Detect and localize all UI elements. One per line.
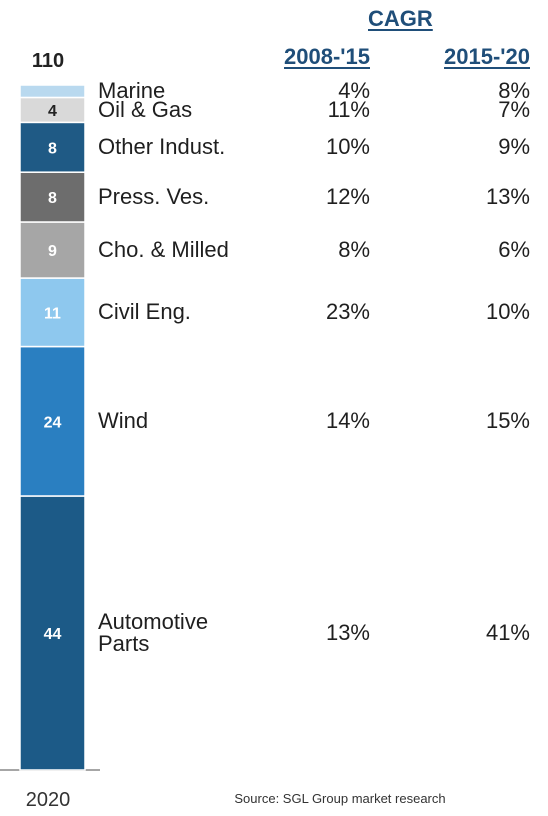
bar-segment [19,495,86,771]
segment-label: 8 [48,140,57,157]
column-header: 2008-'15 [284,44,370,69]
category-label: Cho. & Milled [98,237,229,263]
cagr-value: 23% [325,299,370,325]
source: Source: SGL Group market research [234,791,445,806]
segment-label: 8 [48,190,57,207]
cagr-value: 13% [325,620,370,645]
cagr-value: 8% [498,78,530,104]
cagr-value: 41% [485,620,530,645]
cagr-value: 9% [498,134,530,160]
cagr-value: 8% [338,237,370,263]
cagr-value: 11% [327,96,370,122]
table-title: CAGR [368,6,433,31]
cagr-value: 12% [325,184,370,210]
column-header: 2015-'20 [444,44,530,69]
cagr-value: 4% [338,78,370,104]
category-label: Oil & Gas [98,96,193,122]
bar-segment [19,171,86,223]
segment-label: 9 [48,243,57,260]
cagr-value: 13% [485,184,530,210]
category-label: Other Indust. [98,134,226,160]
category-label: Wind [98,408,149,434]
x-category: 2020 [26,789,71,811]
segment-label: 11 [44,305,61,322]
cagr-value: 6% [498,237,530,263]
segment-label: 44 [44,626,62,643]
bar-segment [19,84,86,99]
segment-label: 4 [48,103,57,120]
cagr-value: 7% [498,96,530,122]
cagr-value: 10% [485,299,530,325]
bar-segment [19,121,86,173]
category-label: Civil Eng. [98,299,191,325]
bar-segment [19,345,86,497]
cagr-value: 10% [325,134,370,160]
bar-segment [19,96,86,124]
total-label: 110 [32,50,64,72]
category-label: Marine [98,78,166,104]
cagr-value: 15% [485,408,530,434]
segment-label: 24 [44,414,62,431]
category-label: Press. Ves. [98,184,210,210]
bar-segment [19,221,86,279]
cagr-value: 14% [325,408,370,434]
category-label: Automotive Parts [98,609,209,656]
